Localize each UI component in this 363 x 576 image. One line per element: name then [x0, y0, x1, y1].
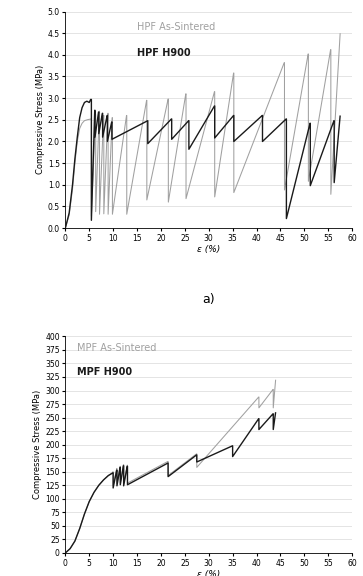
Y-axis label: Compressive Stress (MPa): Compressive Stress (MPa)	[33, 390, 42, 499]
Text: a): a)	[203, 293, 215, 306]
Text: MPF H900: MPF H900	[77, 367, 132, 377]
Text: MPF As-Sintered: MPF As-Sintered	[77, 343, 156, 353]
X-axis label: ε (%): ε (%)	[197, 570, 220, 576]
X-axis label: ε (%): ε (%)	[197, 245, 220, 255]
Y-axis label: Compressive Stress (MPa): Compressive Stress (MPa)	[36, 65, 45, 175]
Text: HPF H900: HPF H900	[137, 48, 191, 58]
Text: HPF As-Sintered: HPF As-Sintered	[137, 22, 215, 32]
